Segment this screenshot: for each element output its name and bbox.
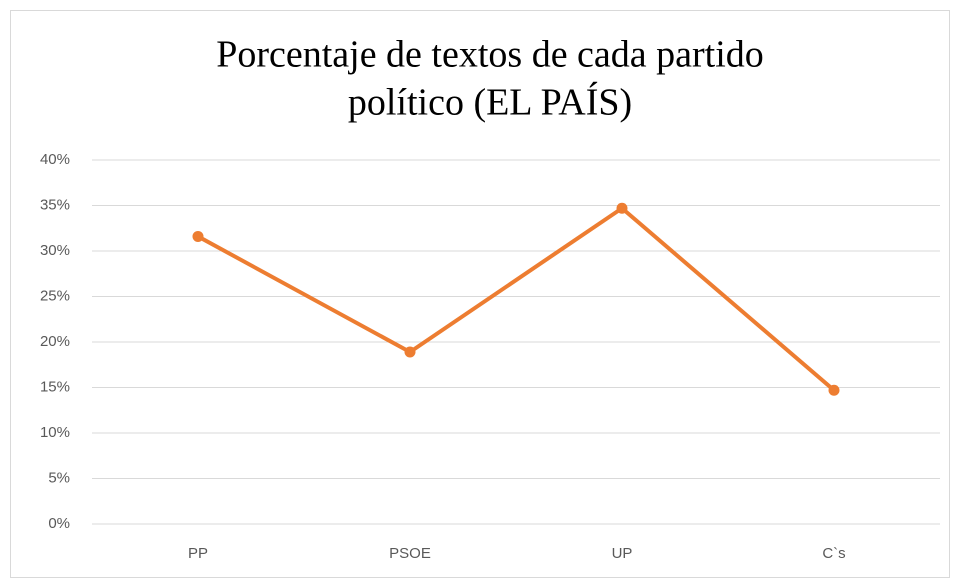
- y-tick-label: 40%: [40, 151, 70, 168]
- y-tick-label: 20%: [40, 333, 70, 350]
- marker: [192, 230, 204, 242]
- y-tick-label: 0%: [48, 515, 70, 532]
- marker: [404, 346, 416, 358]
- y-tick-label: 25%: [40, 287, 70, 304]
- y-tick-label: 15%: [40, 378, 70, 395]
- marker: [616, 202, 628, 214]
- x-tick-label: PSOE: [389, 545, 431, 562]
- x-tick-label: C`s: [822, 545, 845, 562]
- line: [197, 206, 836, 392]
- x-tick-label: UP: [612, 545, 633, 562]
- y-tick-label: 30%: [40, 242, 70, 259]
- chart-title: Porcentaje de textos de cada partido: [216, 34, 764, 76]
- chart-border: [10, 10, 950, 578]
- x-tick-label: PP: [188, 545, 208, 562]
- y-tick-label: 10%: [40, 424, 70, 441]
- chart-title: político (EL PAÍS): [348, 82, 632, 124]
- marker: [828, 384, 840, 396]
- y-tick-label: 35%: [40, 196, 70, 213]
- y-tick-label: 5%: [48, 469, 70, 486]
